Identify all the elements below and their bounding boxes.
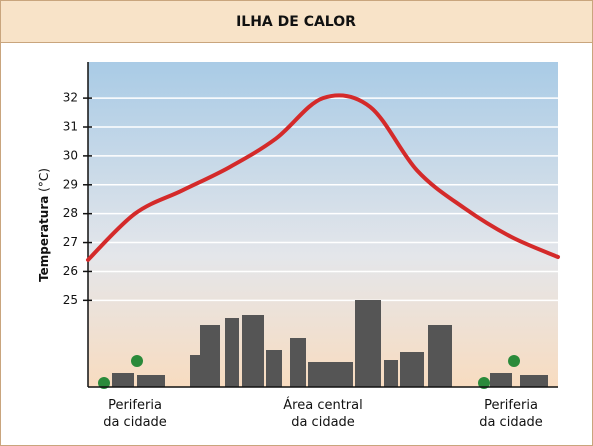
y-axis-label: Temperatura (°C): [37, 168, 51, 282]
y-tick-label: 32: [63, 91, 78, 105]
y-label-text: Temperatura: [37, 196, 51, 282]
y-tick-label: 27: [63, 235, 78, 249]
y-tick-label: 26: [63, 264, 78, 278]
y-tick-label: 29: [63, 177, 78, 191]
x-tick-label: Periferia da cidade: [103, 398, 167, 430]
skyline: [112, 300, 548, 387]
header: [0, 0, 593, 43]
plot-area: [88, 62, 558, 387]
y-tick-label: 25: [63, 293, 78, 307]
trees: [98, 355, 520, 389]
y-tick-label: 31: [63, 120, 78, 134]
chart-title: ILHA DE CALOR: [236, 14, 356, 30]
x-tick-label: Periferia da cidade: [479, 398, 543, 430]
y-tick-label: 30: [63, 148, 78, 162]
temperature-line: [86, 93, 560, 262]
y-tick-label: 28: [63, 206, 78, 220]
y-unit: (°C): [37, 168, 51, 192]
x-tick-label: Área central da cidade: [283, 398, 363, 430]
